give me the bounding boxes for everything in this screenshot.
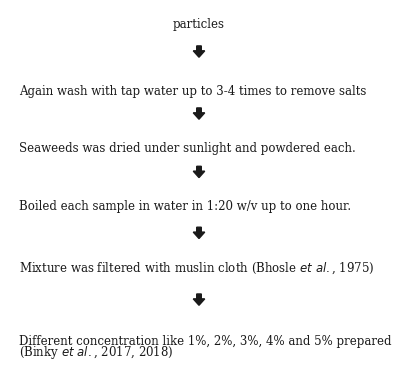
Polygon shape	[193, 108, 205, 119]
Text: Mixture was filtered with muslin cloth (Bhosle $\mathit{et\ al.}$, 1975): Mixture was filtered with muslin cloth (…	[20, 261, 375, 276]
Text: (Binky $\mathit{et\ al.}$, 2017, 2018): (Binky $\mathit{et\ al.}$, 2017, 2018)	[20, 344, 174, 361]
Text: Again wash with tap water up to 3-4 times to remove salts: Again wash with tap water up to 3-4 time…	[20, 85, 367, 98]
Polygon shape	[193, 166, 205, 177]
Text: particles: particles	[173, 17, 225, 30]
Text: Seaweeds was dried under sunlight and powdered each.: Seaweeds was dried under sunlight and po…	[20, 141, 356, 155]
Text: Different concentration like 1%, 2%, 3%, 4% and 5% prepared: Different concentration like 1%, 2%, 3%,…	[20, 335, 392, 348]
Text: Boiled each sample in water in 1:20 w/v up to one hour.: Boiled each sample in water in 1:20 w/v …	[20, 200, 351, 213]
Polygon shape	[193, 227, 205, 239]
Polygon shape	[193, 46, 205, 57]
Polygon shape	[193, 294, 205, 305]
